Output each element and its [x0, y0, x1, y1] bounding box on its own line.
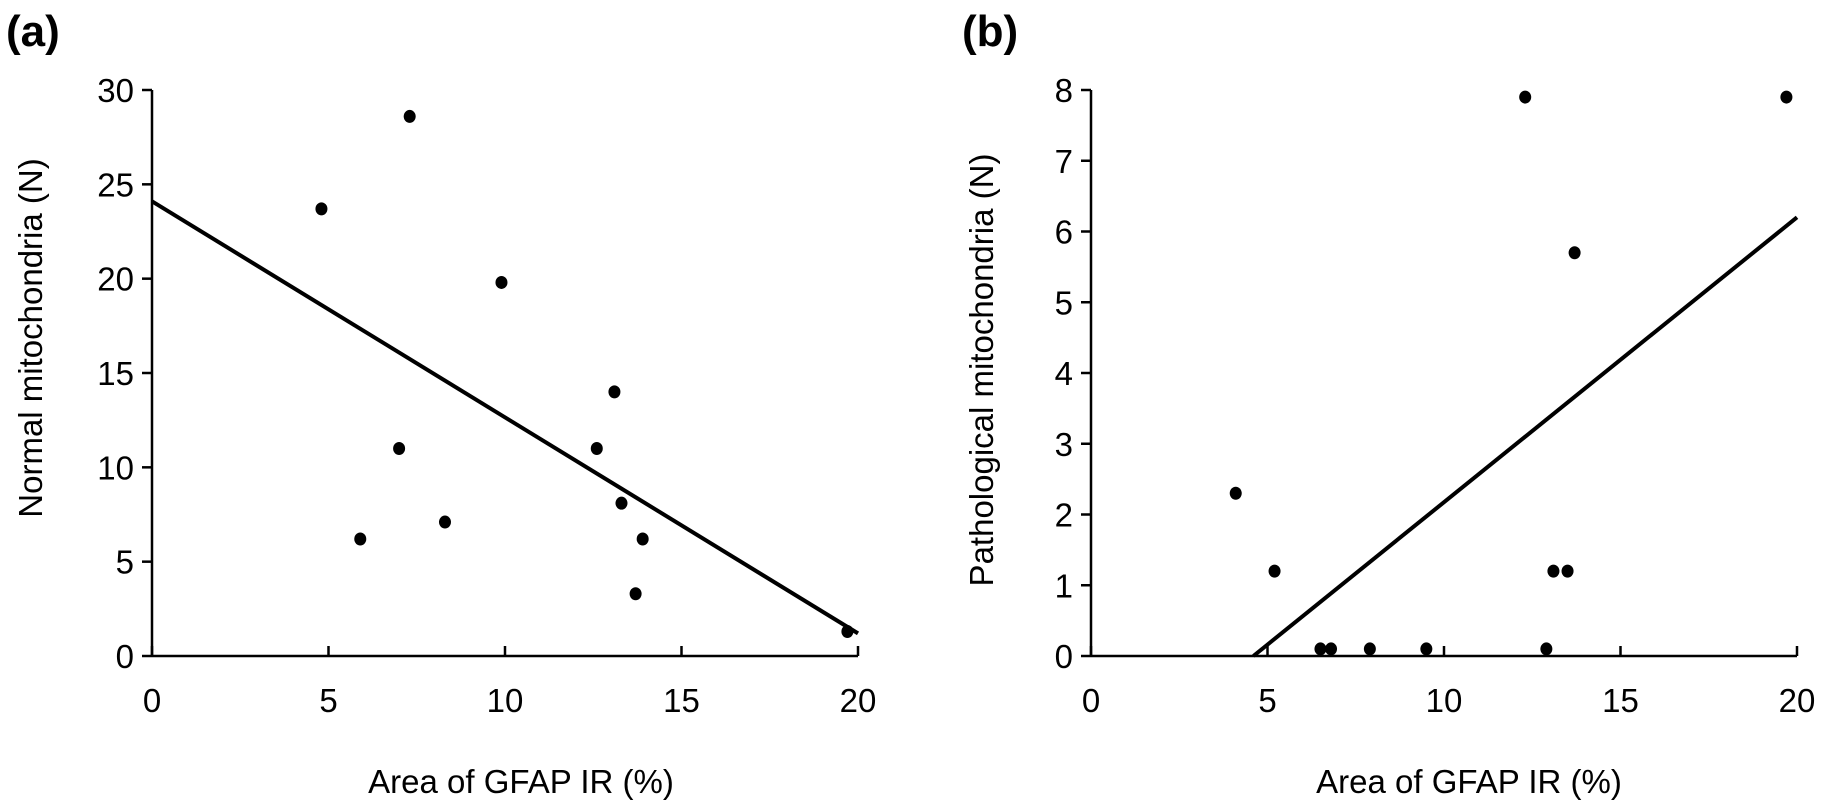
- panel-a-x-axis-title: Area of GFAP IR (%): [368, 763, 674, 800]
- panel-a-data-point: [615, 496, 628, 510]
- panel-a-y-tick-label: 30: [97, 72, 134, 109]
- panel-a-data-point: [495, 275, 508, 289]
- panel-a-x-tick-label: 20: [840, 682, 877, 719]
- panel-b-y-tick-label: 8: [1055, 72, 1073, 109]
- panel-a-y-tick-label: 25: [97, 166, 134, 203]
- panel-a-data-point: [841, 624, 854, 638]
- panel-a-y-tick-label: 5: [116, 544, 134, 581]
- panel-b-y-tick-label: 3: [1055, 426, 1073, 463]
- panel-b-data-point: [1519, 90, 1532, 104]
- panel-b-data-point: [1780, 90, 1793, 104]
- panel-b-x-axis-title: Area of GFAP IR (%): [1316, 763, 1622, 800]
- panel-a-data-point: [608, 385, 621, 399]
- panel-b-y-tick-label: 6: [1055, 214, 1073, 251]
- panel-b-label: (b): [962, 7, 1018, 56]
- panel-b-data-point: [1540, 642, 1553, 656]
- panel-a-data-point: [629, 587, 642, 601]
- panel-b-y-tick-label: 7: [1055, 143, 1073, 180]
- panel-a: (a) Area of GFAP IR (%) Normal mitochond…: [6, 7, 876, 800]
- panel-b-x-tick-label: 10: [1426, 682, 1463, 719]
- panel-b-y-tick-label: 2: [1055, 497, 1073, 534]
- panel-b-x-tick-label: 15: [1602, 682, 1639, 719]
- panel-a-y-tick-label: 0: [116, 638, 134, 675]
- panel-a-x-tick-label: 5: [319, 682, 337, 719]
- panel-a-data-point: [403, 109, 416, 123]
- panel-b-y-axis-title: Pathological mitochondria (N): [963, 154, 1000, 587]
- panel-a-data-point: [590, 441, 603, 455]
- panel-b-y-tick-label: 0: [1055, 638, 1073, 675]
- panel-a-regression-line: [150, 199, 860, 636]
- panel-a-y-tick-label: 20: [97, 261, 134, 298]
- panel-b-data-point: [1561, 564, 1574, 578]
- panel-a-label: (a): [6, 7, 60, 56]
- panel-a-data-point: [438, 515, 451, 529]
- panel-a-y-tick-label: 15: [97, 355, 134, 392]
- panel-b-data-point: [1314, 642, 1327, 656]
- panel-b-data-point: [1363, 642, 1376, 656]
- panel-b-data-point: [1229, 486, 1242, 500]
- panel-a-data-point: [393, 441, 406, 455]
- panel-b-x-tick-label: 5: [1258, 682, 1276, 719]
- panel-a-x-tick-label: 15: [663, 682, 700, 719]
- panel-a-y-tick-label: 10: [97, 449, 134, 486]
- panel-a-y-axis-title: Normal mitochondria (N): [12, 158, 49, 517]
- panel-b-y-tick-label: 4: [1055, 355, 1073, 392]
- panel-b-data-point: [1547, 564, 1560, 578]
- panel-a-data-point: [636, 532, 649, 546]
- panel-b-y-tick-label: 5: [1055, 284, 1073, 321]
- panel-a-data-point: [354, 532, 367, 546]
- panel-b-x-tick-label: 0: [1082, 682, 1100, 719]
- panel-b: (b) Area of GFAP IR (%) Pathological mit…: [962, 7, 1815, 800]
- panel-a-x-tick-label: 10: [487, 682, 524, 719]
- panel-b-data-point: [1420, 642, 1433, 656]
- panel-a-x-tick-label: 0: [143, 682, 161, 719]
- panel-b-data-point: [1325, 642, 1338, 656]
- panel-b-regression-line: [1252, 215, 1799, 658]
- panel-b-x-tick-label: 20: [1779, 682, 1816, 719]
- panel-b-data-point: [1568, 246, 1581, 260]
- panel-b-data-point: [1268, 564, 1281, 578]
- panel-a-data-point: [315, 202, 328, 216]
- panel-b-y-tick-label: 1: [1055, 567, 1073, 604]
